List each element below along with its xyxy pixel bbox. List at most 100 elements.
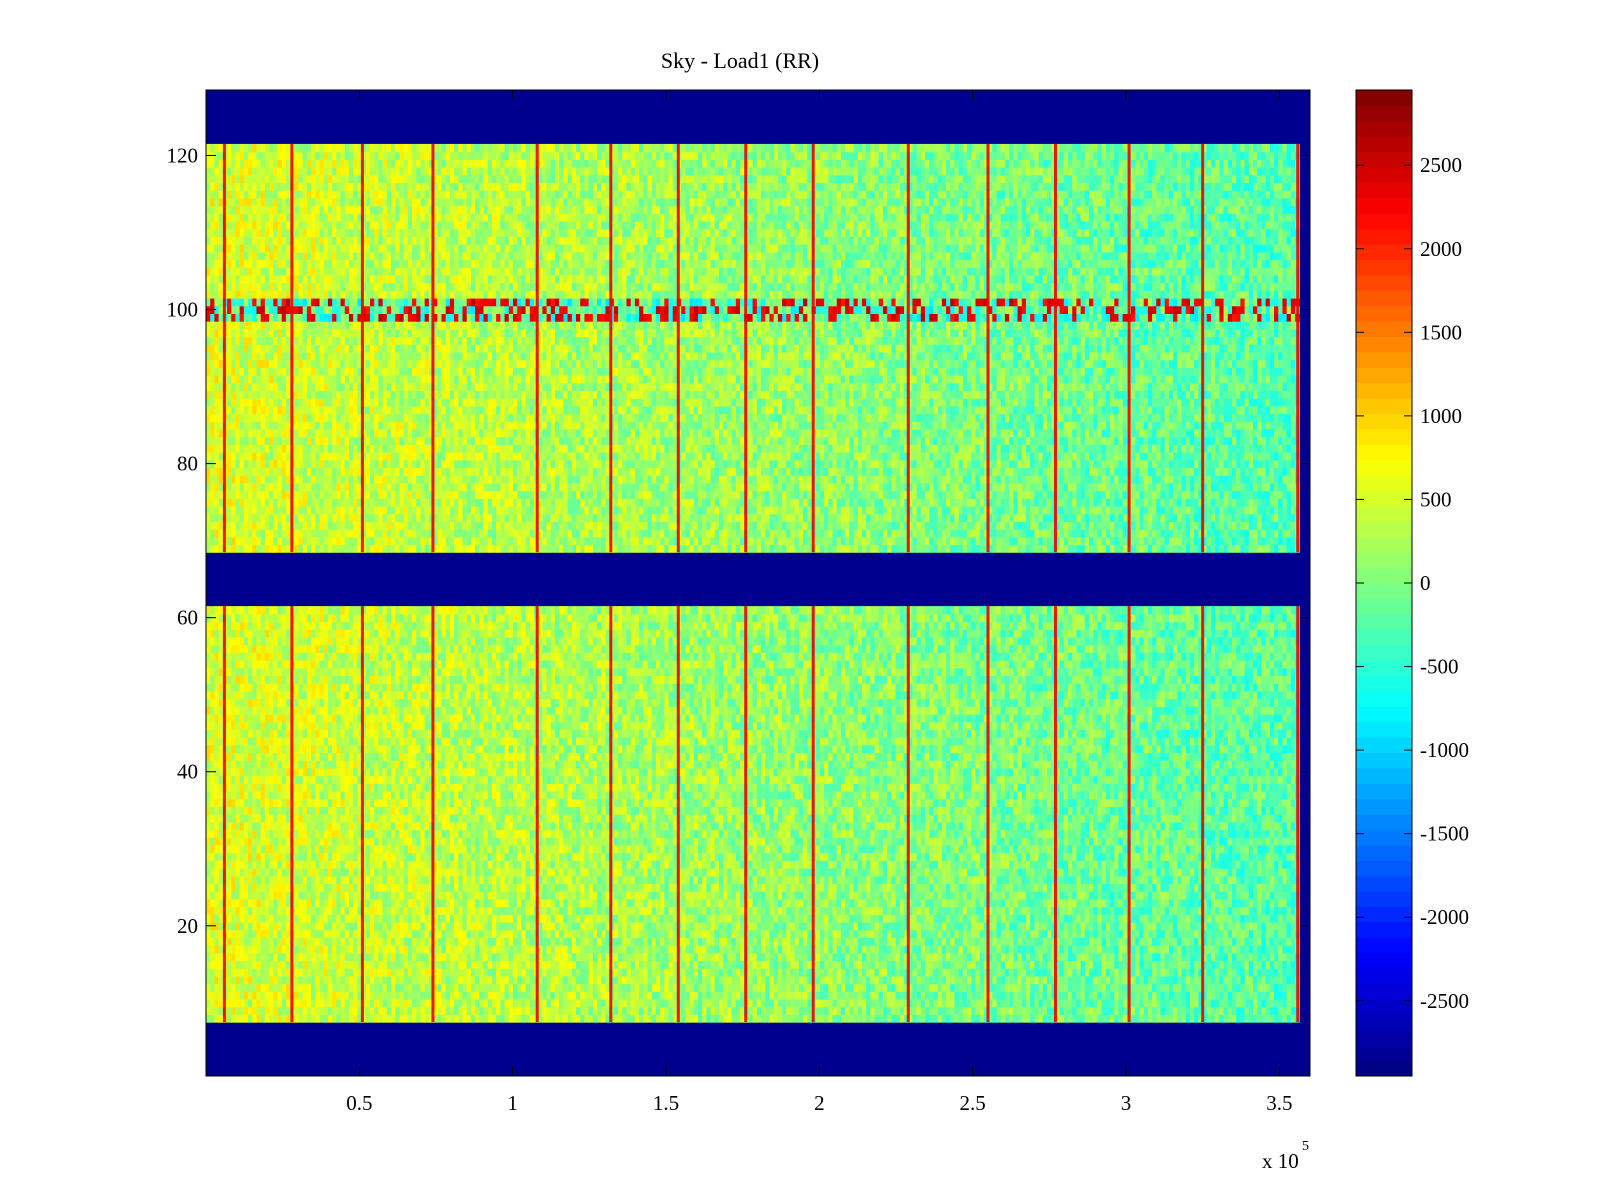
heatmap-cell xyxy=(1026,984,1031,992)
heatmap-cell xyxy=(1287,945,1292,953)
heatmap-cell xyxy=(1161,999,1166,1007)
heatmap-cell xyxy=(643,984,648,992)
heatmap-cell xyxy=(580,930,585,938)
heatmap-cell xyxy=(391,891,396,899)
heatmap-cell xyxy=(1236,899,1241,907)
heatmap-cell xyxy=(1123,953,1128,961)
heatmap-cell xyxy=(1123,1014,1128,1022)
heatmap-cell xyxy=(311,922,316,930)
heatmap-cell xyxy=(475,930,480,938)
heatmap-cell xyxy=(383,922,388,930)
heatmap-cell xyxy=(681,976,686,984)
heatmap-cell xyxy=(1161,907,1166,915)
heatmap-cell xyxy=(336,914,341,922)
heatmap-cell xyxy=(774,1014,779,1022)
heatmap-cell xyxy=(1156,1014,1161,1022)
heatmap-cell xyxy=(1156,960,1161,968)
heatmap-cell xyxy=(467,1014,472,1022)
heatmap-cell xyxy=(1287,907,1292,915)
heatmap-cell xyxy=(761,984,766,992)
heatmap-cell xyxy=(576,953,581,961)
heatmap-cell xyxy=(626,945,631,953)
heatmap-cell xyxy=(572,1014,577,1022)
heatmap-cell xyxy=(1274,976,1279,984)
heatmap-cell xyxy=(441,999,446,1007)
heatmap-cell xyxy=(1287,914,1292,922)
heatmap-cell xyxy=(1144,914,1149,922)
heatmap-cell xyxy=(824,991,829,999)
heatmap-cell xyxy=(563,991,568,999)
heatmap-cell xyxy=(420,968,425,976)
heatmap-cell xyxy=(336,907,341,915)
heatmap-cell xyxy=(723,968,728,976)
heatmap-cell xyxy=(336,984,341,992)
heatmap-cell xyxy=(1156,991,1161,999)
heatmap-cell xyxy=(719,984,724,992)
heatmap-cell xyxy=(980,999,985,1007)
heatmap-cell xyxy=(862,945,867,953)
heatmap-cell xyxy=(387,899,392,907)
heatmap-cell xyxy=(1085,999,1090,1007)
heatmap-cell xyxy=(441,991,446,999)
heatmap-cell xyxy=(345,937,350,945)
heatmap-cell xyxy=(1060,907,1065,915)
heatmap-cell xyxy=(866,984,871,992)
heatmap-cell xyxy=(1139,999,1144,1007)
heatmap-cell xyxy=(1085,922,1090,930)
heatmap-cell xyxy=(479,991,484,999)
heatmap-cell xyxy=(1236,999,1241,1007)
heatmap-cell xyxy=(648,999,653,1007)
heatmap-cell xyxy=(458,991,463,999)
heatmap-cell xyxy=(681,937,686,945)
heatmap-cell xyxy=(1236,984,1241,992)
heatmap-cell xyxy=(748,984,753,992)
heatmap-cell xyxy=(870,945,875,953)
heatmap-cell xyxy=(252,1007,257,1015)
heatmap-cell xyxy=(828,1014,833,1022)
heatmap-cell xyxy=(336,922,341,930)
heatmap-cell xyxy=(942,976,947,984)
heatmap-cell xyxy=(997,1014,1002,1022)
heatmap-cell xyxy=(1261,945,1266,953)
heatmap-cell xyxy=(341,1014,346,1022)
heatmap-cell xyxy=(601,999,606,1007)
heatmap-cell xyxy=(479,945,484,953)
heatmap-cell xyxy=(946,968,951,976)
heatmap-cell xyxy=(500,945,505,953)
heatmap-cell xyxy=(753,922,758,930)
heatmap-cell xyxy=(391,1014,396,1022)
heatmap-cell xyxy=(685,930,690,938)
heatmap-cell xyxy=(1211,922,1216,930)
heatmap-cell xyxy=(299,937,304,945)
heatmap-cell xyxy=(454,991,459,999)
heatmap-cell xyxy=(1266,922,1271,930)
heatmap-cell xyxy=(441,945,446,953)
heatmap-cell xyxy=(1186,1014,1191,1022)
heatmap-cell xyxy=(959,914,964,922)
heatmap-cell xyxy=(1102,907,1107,915)
heatmap-cell xyxy=(723,976,728,984)
heatmap-cell xyxy=(1190,937,1195,945)
heatmap-cell xyxy=(450,899,455,907)
heatmap-cell xyxy=(925,907,930,915)
heatmap-cell xyxy=(269,1014,274,1022)
heatmap-cell xyxy=(1144,991,1149,999)
heatmap-cell xyxy=(849,945,854,953)
heatmap-cell xyxy=(294,976,299,984)
heatmap-cell xyxy=(1106,999,1111,1007)
heatmap-cell xyxy=(475,1007,480,1015)
heatmap-cell xyxy=(698,1007,703,1015)
heatmap-cell xyxy=(933,945,938,953)
heatmap-cell xyxy=(353,1014,358,1022)
heatmap-cell xyxy=(954,976,959,984)
heatmap-cell xyxy=(378,991,383,999)
heatmap-cell xyxy=(576,937,581,945)
heatmap-cell xyxy=(244,937,249,945)
heatmap-cell xyxy=(1047,976,1052,984)
heatmap-cell xyxy=(492,914,497,922)
heatmap-cell xyxy=(286,922,291,930)
heatmap-cell xyxy=(748,907,753,915)
heatmap-cell xyxy=(664,960,669,968)
heatmap-cell xyxy=(1215,991,1220,999)
heatmap-cell xyxy=(1064,1007,1069,1015)
